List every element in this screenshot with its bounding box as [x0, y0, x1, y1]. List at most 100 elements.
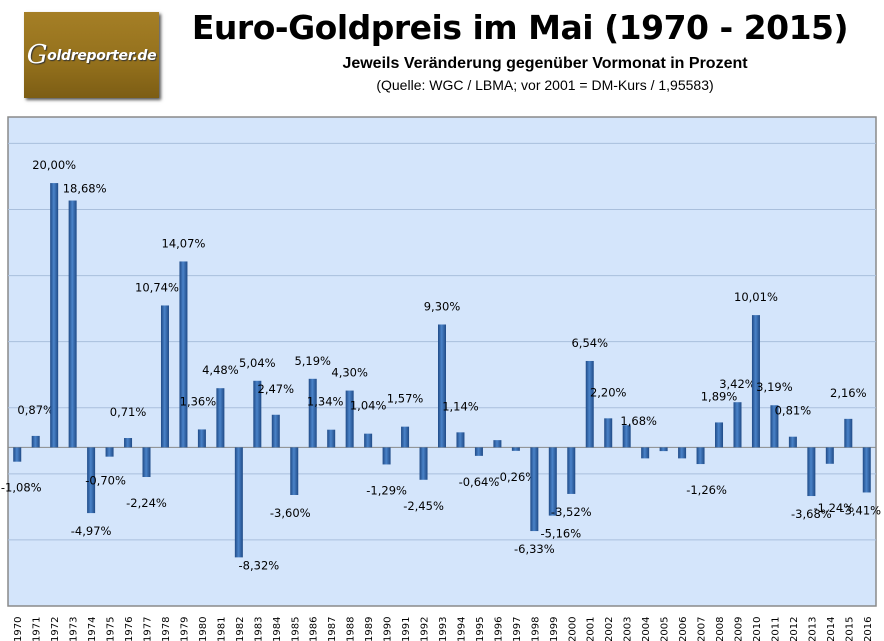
data-label: 3,42%: [719, 377, 756, 391]
data-label: -3,68%: [791, 507, 832, 521]
x-tick-label: 1998: [530, 617, 541, 641]
x-tick-label: 1982: [235, 617, 246, 641]
data-label: 0,81%: [775, 404, 812, 418]
x-tick-label: 1999: [549, 617, 560, 641]
data-label: -0,26%: [496, 470, 537, 484]
bar-2005: [659, 447, 668, 452]
data-label: 1,04%: [350, 399, 387, 413]
x-tick-label: 1996: [493, 617, 504, 641]
x-tick-label: 1989: [364, 617, 375, 641]
bar-1984: [271, 414, 280, 448]
bar-1979: [179, 261, 188, 448]
data-label: -1,29%: [366, 483, 407, 497]
bar-2007: [696, 447, 705, 465]
x-tick-label: 1981: [216, 617, 227, 641]
data-label: 5,04%: [239, 356, 276, 370]
bar-2009: [733, 402, 742, 448]
x-tick-label: 2000: [567, 617, 578, 641]
bar-1972: [50, 183, 59, 448]
data-label: -5,16%: [540, 527, 581, 541]
bar-1990: [382, 447, 391, 465]
x-tick-label: 1987: [327, 617, 338, 641]
data-label: -2,24%: [126, 496, 167, 510]
x-tick-label: 2002: [604, 617, 615, 641]
bar-2001: [585, 360, 594, 448]
data-label: 4,30%: [331, 366, 368, 380]
bar-1993: [438, 324, 446, 448]
bar-1981: [216, 388, 225, 448]
x-tick-label: 2007: [697, 617, 708, 641]
x-tick-label: 1986: [309, 617, 320, 641]
data-label: 10,01%: [734, 290, 778, 304]
bar-1996: [493, 440, 502, 448]
bar-2013: [807, 447, 816, 497]
bar-2004: [641, 447, 650, 459]
data-label: -3,52%: [551, 505, 592, 519]
data-label: -1,26%: [686, 483, 727, 497]
data-label: 2,20%: [590, 385, 627, 399]
x-tick-label: 1980: [198, 617, 209, 641]
x-tick-label: 2004: [641, 617, 652, 641]
data-label: 1,89%: [701, 389, 738, 403]
bar-2003: [622, 425, 631, 448]
x-tick-label: 1976: [124, 617, 135, 641]
data-label: 9,30%: [424, 299, 461, 313]
x-tick-label: 2001: [586, 617, 597, 641]
x-tick-label: 1993: [438, 617, 449, 641]
x-tick-label: 1997: [512, 617, 523, 641]
bar-1983: [253, 380, 262, 448]
bar-2006: [678, 447, 687, 459]
x-tick-label: 1970: [13, 617, 24, 641]
data-label: -4,97%: [71, 524, 112, 538]
bar-2011: [770, 405, 779, 448]
x-tick-label: 2013: [807, 617, 818, 641]
chart-subtitle: Jeweils Veränderung gegenüber Vormonat i…: [342, 55, 748, 72]
x-tick-label: 1972: [50, 617, 61, 641]
x-tick-label: 2006: [678, 617, 689, 641]
x-tick-label: 1988: [346, 617, 357, 641]
x-tick-label: 1992: [420, 617, 431, 641]
bar-1973: [68, 200, 77, 448]
bar-2002: [604, 418, 613, 448]
x-tick-label: 2012: [789, 617, 800, 641]
bar-2015: [844, 418, 853, 448]
bar-1978: [160, 305, 169, 448]
bar-1991: [401, 426, 410, 448]
x-tick-label: 2008: [715, 617, 726, 641]
bar-2014: [825, 447, 834, 464]
bar-1995: [474, 447, 483, 456]
bar-1992: [419, 447, 428, 480]
data-label: 1,68%: [620, 414, 657, 428]
data-label: 5,19%: [294, 354, 331, 368]
data-label: 1,36%: [180, 394, 217, 408]
x-tick-label: 2009: [733, 617, 744, 641]
x-tick-label: 1991: [401, 617, 412, 641]
x-tick-label: 1973: [69, 617, 80, 641]
data-label: 1,14%: [442, 399, 479, 413]
bar-1987: [327, 429, 336, 448]
x-tick-label: 2015: [844, 617, 855, 641]
data-label: 6,54%: [571, 336, 608, 350]
x-tick-label: 2011: [770, 617, 781, 641]
bar-1982: [234, 447, 243, 558]
x-tick-label: 1975: [106, 617, 117, 641]
bar-2000: [567, 447, 576, 494]
x-tick-label: 1994: [456, 617, 467, 641]
x-tick-label: 2010: [752, 617, 763, 641]
bar-1975: [105, 447, 114, 457]
bar-1971: [31, 435, 40, 448]
bar-1970: [13, 447, 22, 462]
data-label: -2,45%: [403, 499, 444, 513]
data-label: -0,70%: [85, 474, 126, 488]
bar-1985: [290, 447, 299, 495]
bar-1976: [124, 438, 133, 448]
data-label: 0,71%: [110, 405, 147, 419]
data-label: -1,08%: [1, 481, 42, 495]
bar-1989: [364, 433, 373, 448]
data-label: -6,33%: [514, 542, 555, 556]
data-label: -3,60%: [270, 506, 311, 520]
x-tick-label: 2014: [826, 617, 837, 641]
x-tick-label: 1983: [253, 617, 264, 641]
x-tick-label: 1977: [143, 617, 154, 641]
bar-1999: [548, 447, 557, 516]
